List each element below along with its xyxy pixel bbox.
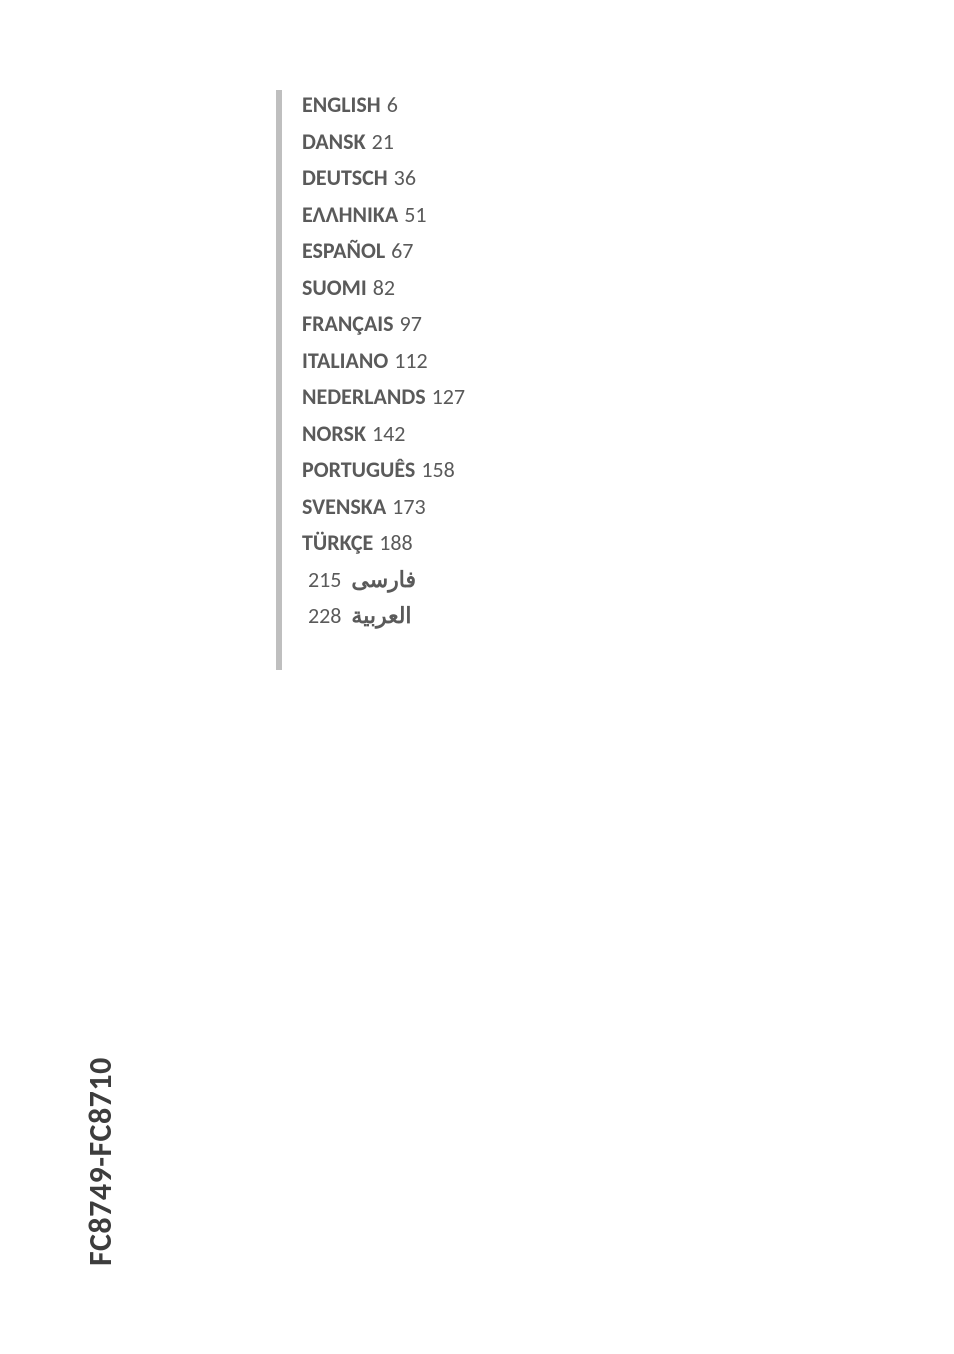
toc-page: 188: [379, 529, 412, 556]
toc-lang: فارسی: [351, 566, 416, 593]
toc-lang: SUOMI: [302, 274, 367, 301]
toc-page: 36: [394, 164, 416, 191]
toc-lang: DANSK: [302, 128, 366, 155]
toc: ENGLISH6 DANSK21 DEUTSCH36 ΕΛΛΗΝΙΚΑ51 ES…: [302, 94, 465, 642]
model-code-text: FC8749-FC8710: [81, 1057, 120, 1266]
toc-page: 127: [432, 383, 465, 410]
toc-row: SVENSKA173: [302, 496, 465, 518]
toc-row: FRANÇAIS97: [302, 313, 465, 335]
toc-lang: ENGLISH: [302, 91, 381, 118]
toc-lang: NORSK: [302, 420, 366, 447]
toc-page: 97: [400, 310, 422, 337]
toc-page: 21: [372, 128, 394, 155]
toc-lang: ESPAÑOL: [302, 237, 385, 264]
toc-page: 215: [308, 566, 341, 593]
toc-lang: TÜRKÇE: [302, 529, 373, 556]
toc-page: 228: [308, 602, 341, 629]
toc-row: NORSK142: [302, 423, 465, 445]
toc-lang: ΕΛΛΗΝΙΚΑ: [302, 201, 398, 228]
toc-row: NEDERLANDS127: [302, 386, 465, 408]
toc-lang: FRANÇAIS: [302, 310, 394, 337]
page: FC8749-FC8710 ENGLISH6 DANSK21 DEUTSCH36…: [0, 0, 954, 1354]
toc-page: 6: [387, 91, 398, 118]
toc-page: 67: [391, 237, 413, 264]
model-code-vertical: FC8749-FC8710: [81, 1057, 120, 1266]
toc-row: ΕΛΛΗΝΙΚΑ51: [302, 204, 465, 226]
toc-page: 142: [372, 420, 405, 447]
toc-row: DANSK21: [302, 131, 465, 153]
toc-row: ITALIANO112: [302, 350, 465, 372]
toc-page: 51: [404, 201, 426, 228]
toc-lang: العربية: [351, 602, 411, 629]
toc-row: SUOMI82: [302, 277, 465, 299]
vertical-rule: [276, 90, 282, 670]
toc-row: TÜRKÇE188: [302, 532, 465, 554]
toc-lang: DEUTSCH: [302, 164, 388, 191]
toc-row: PORTUGUÊS158: [302, 459, 465, 481]
toc-page: 173: [392, 493, 425, 520]
toc-page: 112: [394, 347, 427, 374]
toc-lang: PORTUGUÊS: [302, 456, 415, 483]
toc-lang: ITALIANO: [302, 347, 388, 374]
toc-row: ENGLISH6: [302, 94, 465, 116]
toc-page: 82: [373, 274, 395, 301]
toc-lang: SVENSKA: [302, 493, 386, 520]
toc-lang: NEDERLANDS: [302, 383, 426, 410]
toc-row: 215 فارسی: [302, 569, 465, 591]
toc-row: ESPAÑOL67: [302, 240, 465, 262]
toc-row: DEUTSCH36: [302, 167, 465, 189]
toc-row: 228 العربية: [302, 605, 465, 627]
toc-page: 158: [421, 456, 454, 483]
